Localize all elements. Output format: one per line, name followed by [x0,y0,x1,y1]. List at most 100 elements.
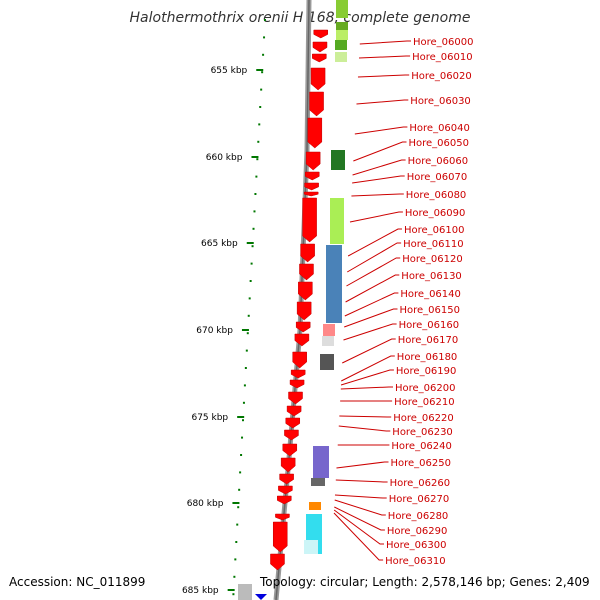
gene-arrow [279,473,294,485]
scale-label: 665 kbp [201,239,238,249]
gene-leader-line [347,228,402,257]
scale-label: 660 kbp [206,153,243,163]
gene-arrow [285,417,301,429]
gene-leader-line [341,355,395,382]
gene-arrow [296,301,312,321]
title-genus: Halothermothrix orenii [129,10,289,26]
gene-label: Hore_06180 [397,352,458,363]
gene-label: Hore_06080 [406,190,467,201]
gene-label: Hore_06110 [403,239,464,250]
feature-track [304,0,348,554]
gene-leader-line [335,479,388,483]
gene-leader-line [359,40,411,45]
gene-arrow [300,243,315,263]
gene-labels: Hore_06000 Hore_06010 Hore_06020 Hore_06030… [333,37,474,567]
gene-label: Hore_06130 [401,271,462,282]
gene-leader-line [334,494,387,499]
gene-arrow [309,91,324,117]
gene-arrow [278,485,293,495]
gene-leader-line [334,499,386,516]
gene-arrow [303,191,319,197]
gene-arrow [304,171,320,181]
gene-label: Hore_06160 [399,320,460,331]
gene-arrow [305,151,321,171]
gene-label: Hore_06190 [396,366,457,377]
gene-arrow [294,333,310,347]
scale-label: 670 kbp [196,326,233,336]
feature-block [326,245,342,323]
scale-label: 675 kbp [191,413,228,423]
gene-arrow [310,67,326,91]
scale-label: 680 kbp [187,499,224,509]
gene-arrow [290,369,306,379]
gene-arrow [313,29,329,39]
gene-label: Hore_06290 [387,526,448,537]
feature-block [335,52,347,62]
gene-arrow [280,457,296,473]
gene-label: Hore_06220 [393,413,454,424]
gene-label: Hore_06120 [402,254,463,265]
gene-arrow-blue [255,594,267,600]
gene-leader-line [356,99,409,105]
gene-label: Hore_06270 [389,494,450,505]
feature-block [336,0,348,18]
gene-label: Hore_06140 [400,289,461,300]
gene-label: Hore_06280 [388,511,449,522]
gene-arrow [272,521,288,553]
gene-label: Hore_06010 [412,52,473,63]
gene-leader-line [358,55,411,59]
gene-arrow [307,117,323,149]
gene-label: Hore_06170 [398,335,459,346]
feature-block [320,354,334,370]
gene-arrow [312,41,328,53]
gene-label: Hore_06240 [391,441,452,452]
gene-leader-line [346,242,402,273]
gene-leader-line [344,292,399,317]
gene-label: Hore_06030 [410,96,471,107]
gene-arrow [292,351,307,369]
gene-leader-line [349,211,403,223]
gene-label: Hore_06310 [385,556,446,567]
gene-leader-line [340,386,393,390]
gene-arrow [295,321,311,333]
accession-text: Accession: NC_011899 [9,575,146,589]
gene-leader-line [352,175,405,184]
gene-leader-line [334,506,385,531]
gene-arrow [275,513,290,521]
gene-label: Hore_06150 [400,305,461,316]
gene-leader-line [351,193,404,197]
feature-block [331,150,345,170]
gene-label: Hore_06210 [394,397,455,408]
gene-arrow [302,197,317,243]
feature-block [304,540,318,554]
gene-track [238,29,329,600]
gene-arrow [298,281,313,301]
gene-leader-line [342,338,396,364]
gene-arrow [270,553,285,571]
genome-backbone [273,0,312,600]
gene-leader-line [344,308,398,328]
gene-arrow [284,429,299,441]
gene-arrow [312,53,327,63]
gene-leader-line [354,126,408,135]
gene-label: Hore_06050 [409,138,470,149]
gene-label: Hore_06060 [408,156,469,167]
gene-leader-line [357,74,410,78]
topology-text: Topology: circular; Length: 2,578,146 bp… [260,575,590,589]
gene-leader-line [340,369,394,386]
gene-leader-line [338,425,391,432]
gene-label: Hore_06200 [395,383,456,394]
feature-block [309,502,321,510]
feature-block [311,478,325,486]
gene-leader-line [352,159,406,176]
gene-arrow [286,405,302,417]
gene-label: Hore_06070 [407,172,468,183]
feature-block [322,336,334,346]
gene-leader-line [339,415,392,418]
gene-leader-line [346,257,401,287]
gene-arrow [277,495,292,505]
gene-block-gray [238,584,252,600]
backbone-edge [275,0,310,600]
gene-arrow [282,443,298,457]
